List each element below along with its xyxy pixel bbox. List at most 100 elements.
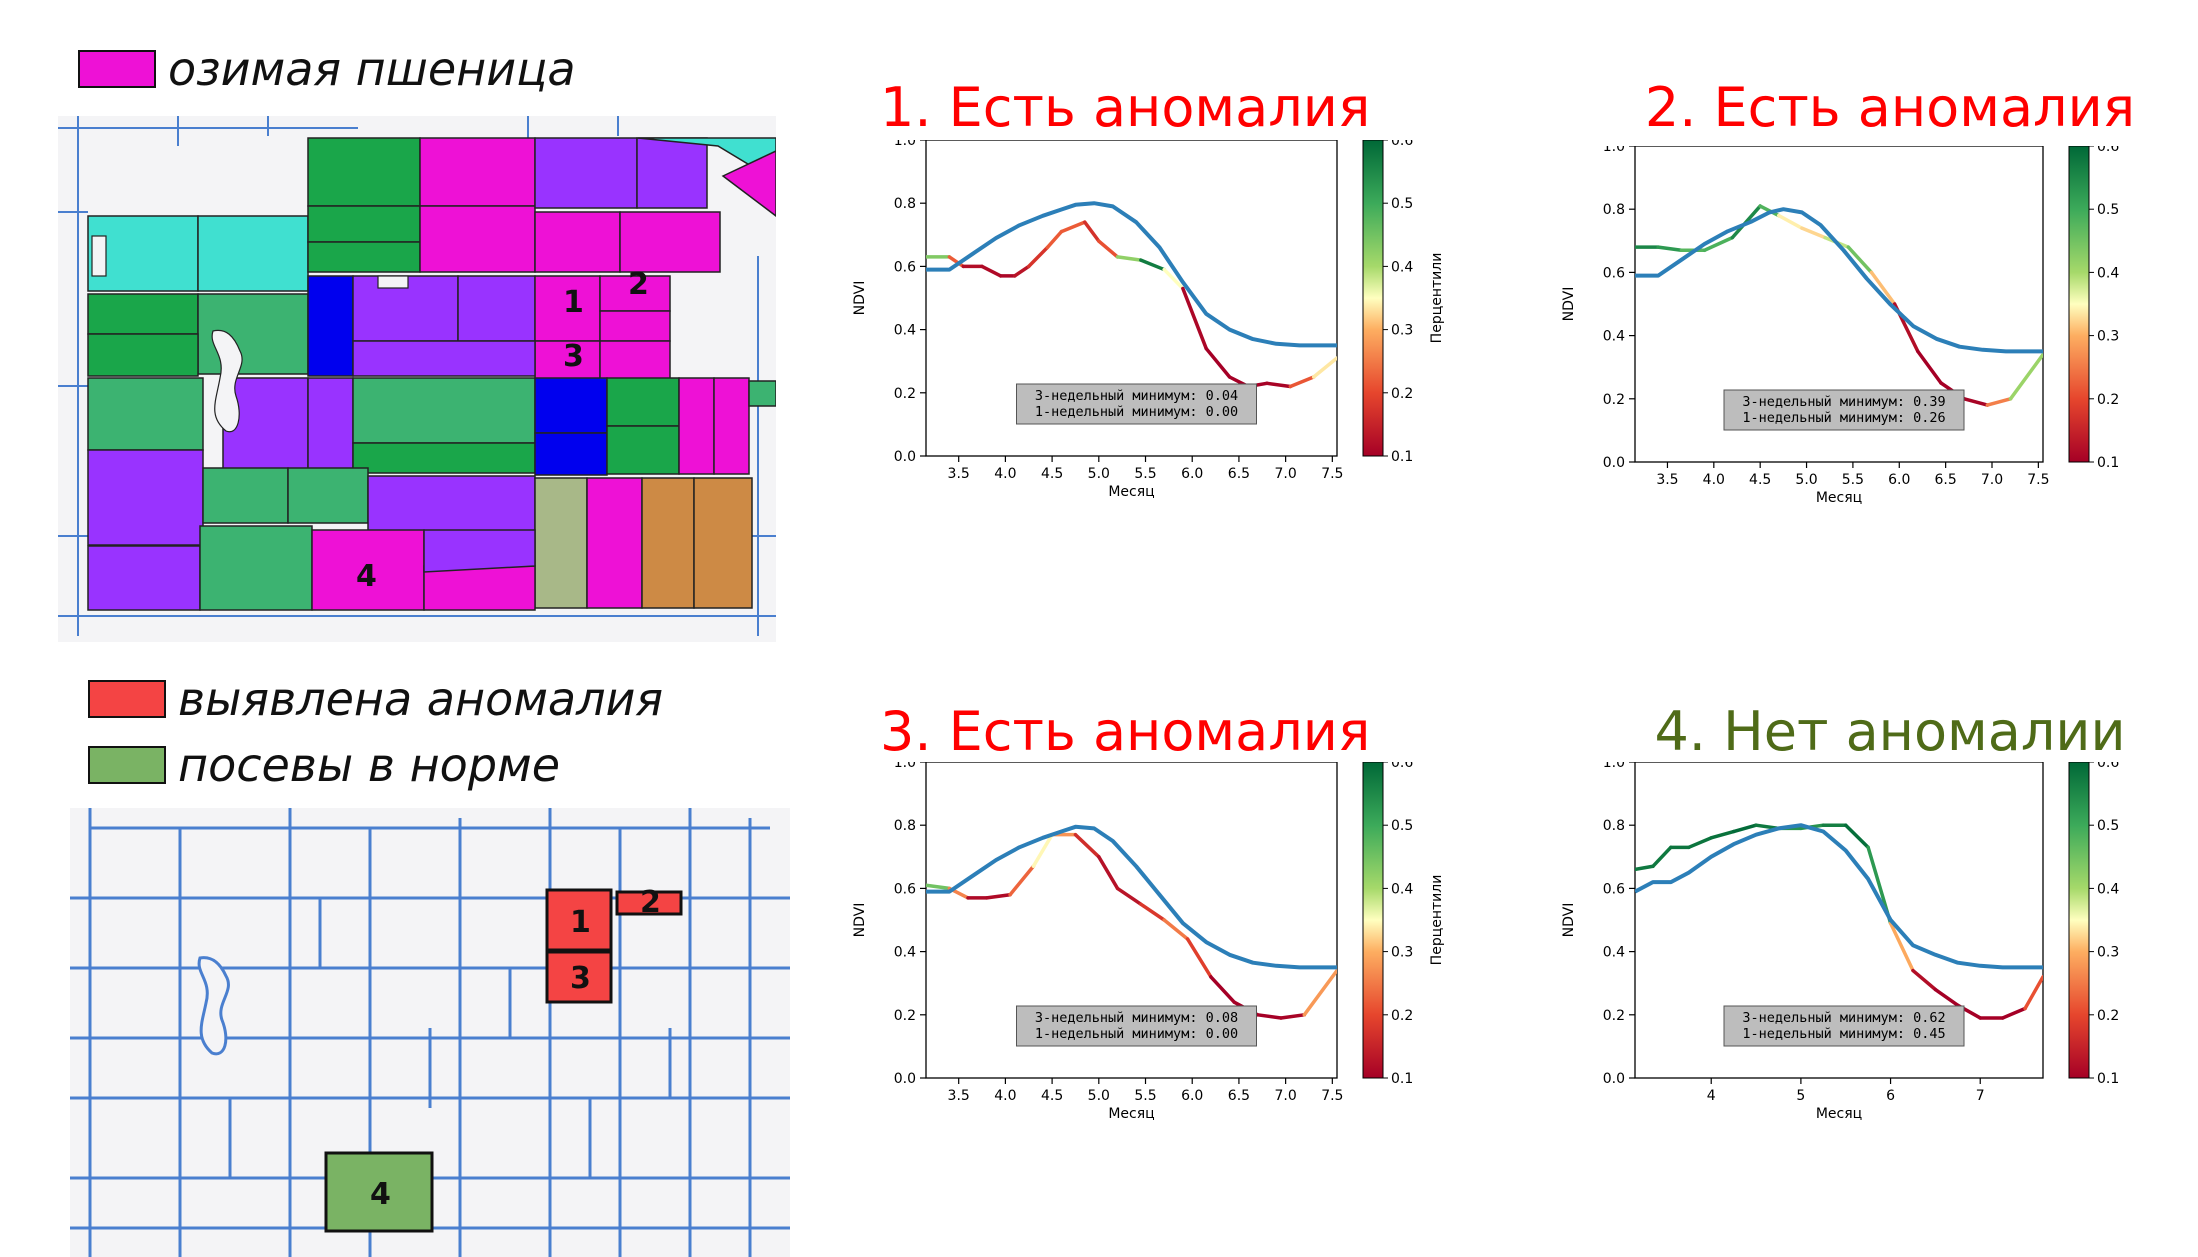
chart-3-cbtick-label-4: 0.5 bbox=[1391, 818, 1413, 834]
chart-1-title: 1. Есть аномалия bbox=[880, 76, 1371, 139]
chart-3-xtick-label-1: 4.0 bbox=[994, 1088, 1016, 1104]
chart-1-ytick-label-0: 0.0 bbox=[894, 449, 916, 465]
chart-1-current-segment-10 bbox=[1097, 239, 1120, 259]
chart-2-title: 2. Есть аномалия bbox=[1644, 76, 2136, 139]
chart-1-current-segment-14 bbox=[1181, 286, 1208, 351]
chart-1-ytick-label-3: 0.6 bbox=[894, 259, 916, 275]
chart-2-annotation-line-0: 3-недельный минимум: 0.39 bbox=[1742, 394, 1945, 410]
chart-1-ytick-label-1: 0.2 bbox=[894, 386, 916, 402]
chart-1-ylabel: NDVI bbox=[852, 281, 868, 316]
chart-2-current-segment-10 bbox=[1869, 270, 1897, 306]
chart-1-current-segment-7 bbox=[1045, 229, 1064, 250]
chart-2-annotation-line-1: 1-недельный минимум: 0.26 bbox=[1742, 410, 1945, 426]
chart-2-cbtick-label-0: 0.1 bbox=[2097, 455, 2119, 471]
chart-3-group: 0.0 0.2 0.4 0.6 0.8 1.0 3.5 4.0 4.5 5.0 5.5 6.0 6.5 7… bbox=[852, 762, 1445, 1122]
chart-1-median-line bbox=[926, 201, 1337, 348]
chart-3-current-segment-0 bbox=[926, 883, 952, 891]
chart-1-current-segment-15 bbox=[1204, 346, 1232, 379]
chart-2-xlabel: Месяц bbox=[1816, 490, 1862, 506]
chart-1-cbtick-label-5: 0.6 bbox=[1391, 140, 1413, 149]
chart-4-colorbar bbox=[2068, 762, 2090, 1079]
chart-3-xtick-label-5: 6.0 bbox=[1181, 1088, 1203, 1104]
chart-1: 0.0 0.2 0.4 0.6 0.8 1.0 3.5 4.0 4.5 5.0 5.5 6.0 6.5 7… bbox=[852, 140, 1445, 500]
chart-4-current-segment-10 bbox=[1843, 823, 1870, 850]
chart-3-xtick-label-4: 5.5 bbox=[1134, 1088, 1156, 1104]
chart-3-current-segment-16 bbox=[1279, 1013, 1307, 1020]
chart-1-ytick-label-2: 0.4 bbox=[894, 323, 916, 339]
chart-1-plot-area bbox=[926, 201, 1337, 389]
chart-4-ytick-label-0: 0.0 bbox=[1603, 1071, 1625, 1087]
chart-3-xlabel: Месяц bbox=[1108, 1106, 1154, 1122]
chart-2-ytick-label-4: 0.8 bbox=[1603, 202, 1625, 218]
chart-2-current-segment-14 bbox=[1962, 397, 1990, 407]
chart-3-frame bbox=[925, 762, 1338, 1079]
chart-3-ytick-label-5: 1.0 bbox=[894, 762, 916, 771]
top-map-label-4: 4 bbox=[356, 559, 377, 594]
chart-2-current-segment-3 bbox=[1702, 235, 1735, 253]
crop-type-map: 1 2 3 4 bbox=[58, 116, 776, 642]
chart-1-current-segment-20 bbox=[1311, 356, 1337, 379]
chart-4-frame bbox=[1634, 762, 2044, 1079]
legend-label-normal: посевы в норме bbox=[178, 738, 561, 792]
chart-4-ylabel: NDVI bbox=[1561, 903, 1577, 938]
chart-1-current-segment-19 bbox=[1288, 375, 1316, 389]
bottom-map-label-1: 1 bbox=[570, 905, 591, 940]
chart-1-xtick-label-2: 4.5 bbox=[1041, 466, 1063, 482]
chart-1-ytick-label-4: 0.8 bbox=[894, 196, 916, 212]
chart-3-current-segment-12 bbox=[1185, 937, 1213, 979]
chart-1-current-segment-11 bbox=[1115, 255, 1143, 262]
chart-1-xlabel: Месяц bbox=[1108, 484, 1154, 500]
chart-1-frame bbox=[925, 140, 1338, 457]
chart-3-ylabel: NDVI bbox=[852, 903, 868, 938]
chart-3-current-segment-9 bbox=[1115, 886, 1143, 906]
chart-4-current-segment-14 bbox=[1933, 987, 1960, 1008]
chart-1-cbtick-label-4: 0.5 bbox=[1391, 196, 1413, 212]
chart-1-xtick-label-0: 3.5 bbox=[948, 466, 970, 482]
chart-3-annotation-line-1: 1-недельный минимум: 0.00 bbox=[1035, 1026, 1238, 1042]
chart-4-current-segment-0 bbox=[1635, 864, 1655, 872]
chart-3: 0.0 0.2 0.4 0.6 0.8 1.0 3.5 4.0 4.5 5.0 5.5 6.0 6.5 7… bbox=[852, 762, 1445, 1122]
chart-1-annotation-box bbox=[1016, 383, 1257, 425]
chart-2-cbtick-label-1: 0.2 bbox=[2097, 392, 2119, 408]
legend-swatch-winter-wheat bbox=[78, 50, 156, 88]
chart-2-xtick-label-0: 3.5 bbox=[1656, 472, 1678, 488]
chart-1-current-segment-18 bbox=[1265, 381, 1293, 389]
chart-3-cbtick-label-0: 0.1 bbox=[1391, 1071, 1413, 1087]
bottom-map-label-2: 2 bbox=[640, 885, 661, 920]
chart-3-cbtick-label-2: 0.3 bbox=[1391, 945, 1413, 961]
chart-3-colorbar-label: Перцентили bbox=[1429, 875, 1445, 966]
chart-3-xtick-label-8: 7.5 bbox=[1321, 1088, 1343, 1104]
chart-3-xtick-label-3: 5.0 bbox=[1088, 1088, 1110, 1104]
chart-1-current-segment-6 bbox=[1027, 245, 1050, 269]
chart-2-xtick-label-3: 5.0 bbox=[1795, 472, 1817, 488]
chart-1-xtick-label-6: 6.5 bbox=[1228, 466, 1250, 482]
top-map-label-2: 2 bbox=[628, 267, 649, 302]
chart-4-xtick-label-1: 5 bbox=[1796, 1088, 1805, 1104]
chart-2-xtick-label-7: 7.0 bbox=[1981, 472, 2003, 488]
chart-4-current-segment-12 bbox=[1888, 921, 1915, 973]
chart-3-current-segment-4 bbox=[1008, 864, 1036, 897]
chart-4-annotation-line-1: 1-недельный минимум: 0.45 bbox=[1742, 1026, 1945, 1042]
chart-3-current-segment-10 bbox=[1139, 902, 1166, 922]
chart-3-colorbar bbox=[1362, 762, 1384, 1079]
chart-3-ytick-label-0: 0.0 bbox=[894, 1071, 916, 1087]
chart-1-current-segment-8 bbox=[1059, 220, 1087, 234]
chart-4-cbtick-label-5: 0.6 bbox=[2097, 762, 2119, 771]
chart-1-current-segment-9 bbox=[1083, 220, 1101, 243]
chart-1-xtick-label-8: 7.5 bbox=[1321, 466, 1343, 482]
chart-4-xtick-label-0: 4 bbox=[1707, 1088, 1716, 1104]
chart-4: 0.0 0.2 0.4 0.6 0.8 1.0 4 5 6 7 Месяц NDVI 0.1 0.2 0.3… bbox=[1561, 762, 2119, 1122]
chart-4-current-segment-3 bbox=[1687, 836, 1713, 850]
chart-3-xtick-label-0: 3.5 bbox=[948, 1088, 970, 1104]
chart-4-ytick-label-4: 0.8 bbox=[1603, 818, 1625, 834]
chart-2-ytick-label-3: 0.6 bbox=[1603, 265, 1625, 281]
chart-1-current-segment-5 bbox=[1012, 264, 1031, 278]
anomaly-map-svg: 1 2 3 4 bbox=[70, 808, 790, 1257]
chart-4-current-segment-5 bbox=[1731, 823, 1758, 834]
chart-1-cbtick-label-2: 0.3 bbox=[1391, 323, 1413, 339]
chart-3-current-segment-15 bbox=[1255, 1013, 1283, 1020]
chart-2-ytick-label-1: 0.2 bbox=[1603, 392, 1625, 408]
chart-4-current-segment-1 bbox=[1651, 845, 1673, 869]
chart-2-ytick-label-0: 0.0 bbox=[1603, 455, 1625, 471]
chart-3-current-segment-7 bbox=[1073, 832, 1101, 859]
